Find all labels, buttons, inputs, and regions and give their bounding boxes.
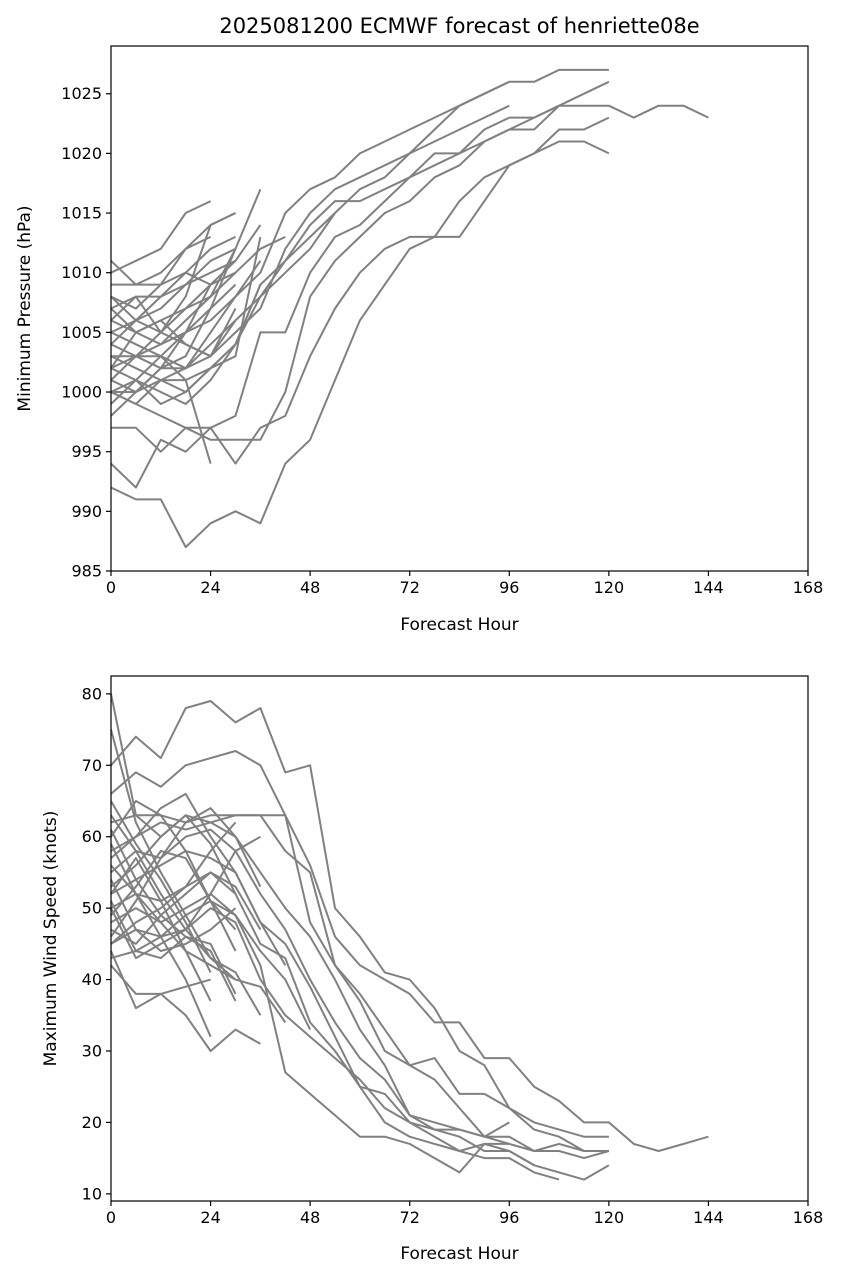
- series-line-3: [110, 814, 610, 1160]
- x-tick-label: 48: [300, 578, 320, 597]
- axes-frame: [110, 675, 809, 1202]
- wind-ticks: 0 24 48 72 96 120 144 168 10 20 30 40 50 60 70 80: [82, 684, 824, 1227]
- series-line-1: [110, 700, 609, 1152]
- series-line-4: [110, 821, 609, 1152]
- series-line-9: [110, 907, 510, 1138]
- y-tick-label: 30: [82, 1042, 102, 1061]
- series-line-25: [110, 271, 212, 310]
- x-tick-label: 144: [693, 1208, 724, 1227]
- series-line-10: [110, 950, 261, 1052]
- x-tick-label: 168: [793, 1208, 824, 1227]
- y-tick-label: 995: [71, 442, 102, 461]
- x-tick-label: 24: [200, 1208, 220, 1227]
- series-line-21: [110, 308, 237, 369]
- y-tick-label: 10: [82, 1184, 102, 1203]
- series-line-13: [110, 871, 262, 945]
- y-tick-label: 40: [82, 970, 102, 989]
- series-line-5: [110, 828, 610, 1181]
- x-tick-label: 24: [200, 578, 220, 597]
- x-tick-label: 72: [400, 1208, 420, 1227]
- y-tick-label: 50: [82, 899, 102, 918]
- y-tick-label: 985: [71, 562, 102, 581]
- series-line-11: [110, 188, 262, 322]
- series-line-9: [110, 200, 212, 274]
- x-tick-label: 144: [693, 578, 724, 597]
- series-line-2: [111, 104, 709, 453]
- series-line-8: [110, 235, 212, 286]
- x-tick-label: 0: [106, 578, 116, 597]
- y-tick-label: 1010: [61, 263, 102, 282]
- y-tick-label: 1005: [61, 323, 102, 342]
- series-line-16: [110, 259, 236, 346]
- x-tick-label: 0: [106, 1208, 116, 1227]
- x-tick-label: 72: [400, 578, 420, 597]
- series-line-19: [110, 807, 262, 938]
- axes-frame: [110, 45, 809, 572]
- x-tick-label: 168: [793, 578, 824, 597]
- series-line-3: [110, 80, 610, 429]
- y-tick-label: 70: [82, 756, 102, 775]
- series-line-26: [110, 857, 212, 1002]
- pressure-chart: 2025081200 ECMWF forecast of henriette08…: [15, 14, 823, 635]
- y-tick-label: 1015: [61, 204, 102, 223]
- pressure-series-group: [110, 68, 709, 549]
- series-line-24: [110, 283, 237, 370]
- x-tick-label: 96: [499, 1208, 519, 1227]
- series-line-20: [110, 284, 262, 405]
- y-axis-label: Minimum Pressure (hPa): [15, 205, 35, 411]
- series-line-7: [110, 104, 510, 405]
- series-line-26: [110, 355, 212, 464]
- series-line-4: [110, 68, 609, 393]
- series-line-21: [110, 879, 237, 952]
- wind-series-group: [110, 693, 709, 1181]
- series-line-2: [110, 750, 709, 1152]
- series-line-22: [110, 236, 262, 417]
- series-line-27: [111, 248, 237, 393]
- series-line-15: [110, 260, 262, 370]
- series-line-18: [110, 729, 237, 981]
- series-line-19: [110, 224, 262, 405]
- wind-chart: 0 24 48 72 96 120 144 168 10 20 30 40 50 60 70 80 Forec…: [41, 675, 824, 1264]
- series-line-14: [110, 814, 237, 895]
- series-line-24: [110, 850, 237, 931]
- y-tick-label: 20: [82, 1113, 102, 1132]
- series-line-1: [110, 116, 610, 489]
- series-line-27: [110, 814, 262, 1016]
- y-tick-label: 1020: [61, 144, 102, 163]
- series-line-10: [111, 212, 236, 286]
- x-axis-label: Forecast Hour: [400, 615, 518, 635]
- y-tick-label: 80: [82, 684, 102, 703]
- series-line-23: [110, 319, 237, 358]
- x-tick-label: 120: [594, 578, 625, 597]
- x-tick-label: 96: [499, 578, 519, 597]
- x-axis-label: Forecast Hour: [400, 1244, 518, 1264]
- chart-title: 2025081200 ECMWF forecast of henriette08…: [219, 14, 699, 38]
- x-tick-label: 48: [300, 1208, 320, 1227]
- series-line-28: [110, 821, 237, 945]
- series-line-22: [110, 864, 287, 1023]
- y-axis-label: Maximum Wind Speed (knots): [41, 811, 61, 1067]
- series-line-29: [110, 900, 311, 1031]
- series-line-28: [110, 212, 236, 334]
- y-tick-label: 990: [71, 502, 102, 521]
- y-tick-label: 1025: [61, 84, 102, 103]
- x-tick-label: 120: [594, 1208, 625, 1227]
- pressure-ticks: 0 24 48 72 96 120 144 168 985 990 995 1000 1005 1010 1…: [61, 84, 823, 597]
- y-tick-label: 60: [82, 827, 102, 846]
- series-line-18: [110, 271, 236, 381]
- series-line-11: [110, 964, 211, 995]
- series-line-12: [110, 235, 236, 310]
- series-line-8: [110, 892, 510, 1174]
- y-tick-label: 1000: [61, 383, 102, 402]
